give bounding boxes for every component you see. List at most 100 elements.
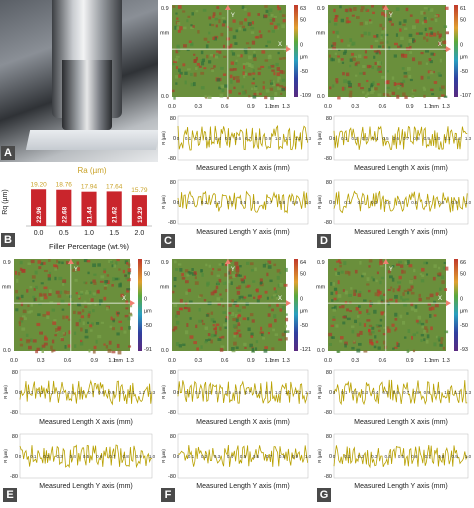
map-speckle	[431, 70, 435, 74]
map-unit-label: mm	[316, 284, 326, 290]
map-speckle	[118, 320, 122, 323]
map-speckle	[440, 275, 445, 280]
map-speckle	[186, 323, 189, 327]
bar-chart: Ra (µm)Rq (µm)22.9619.200.022.6818.760.5…	[2, 166, 152, 251]
map-speckle	[435, 292, 439, 296]
map-speckle	[224, 326, 227, 329]
map-speckle	[281, 306, 285, 310]
map-speckle	[349, 64, 352, 68]
map-speckle	[368, 265, 371, 268]
map-speckle	[386, 70, 389, 73]
scale-min: -91	[144, 347, 152, 353]
map-speckle	[97, 289, 100, 294]
map-speckle	[208, 31, 211, 35]
map-speckle	[38, 302, 42, 306]
profile-y-tick: 0	[329, 454, 332, 460]
map-speckle	[32, 295, 36, 299]
map-speckle	[233, 341, 237, 346]
map-speckle	[335, 324, 339, 328]
map-speckle	[234, 261, 239, 266]
map-speckle	[423, 88, 427, 91]
map-speckle	[116, 343, 120, 348]
profile-y-tick: -80	[168, 156, 176, 162]
map-speckle	[89, 324, 93, 328]
map-speckle	[87, 303, 92, 306]
map-speckle	[235, 318, 239, 323]
map-speckle	[249, 63, 252, 67]
map-speckle	[409, 14, 413, 17]
map-speckle	[243, 275, 247, 280]
map-speckle	[226, 96, 229, 100]
map-speckle	[438, 41, 441, 46]
map-speckle	[32, 279, 35, 283]
x-tick-label: 0.3	[194, 358, 202, 364]
map-speckle	[247, 12, 251, 17]
map-speckle	[221, 23, 226, 27]
map-speckle	[379, 264, 384, 267]
map-speckle	[184, 71, 188, 75]
profile-x-tick: 1.2	[455, 390, 462, 395]
x-tick-label: 0.9	[247, 104, 255, 110]
profile-y-tick: 0	[173, 136, 176, 142]
map-speckle	[269, 87, 274, 91]
map-speckle	[241, 279, 245, 284]
scale-max: 66	[460, 260, 466, 266]
map-speckle	[184, 280, 189, 284]
map-speckle	[423, 7, 428, 10]
profile-x-tick: 0.9	[451, 454, 458, 459]
map-speckle	[385, 40, 389, 44]
profile-y-tick: 80	[170, 434, 176, 440]
map-speckle	[398, 21, 402, 26]
map-speckle	[413, 275, 417, 280]
map-speckle	[232, 274, 237, 278]
map-speckle	[267, 55, 272, 59]
map-speckle	[445, 31, 450, 35]
profile-y-title: R (µm)	[317, 131, 322, 145]
map-speckle	[37, 260, 42, 264]
map-speckle	[270, 14, 274, 17]
map-speckle	[120, 293, 124, 298]
bar-value-label: 19.29	[137, 206, 144, 223]
map-speckle	[282, 19, 286, 23]
profile-x-tick: 0.3	[362, 136, 369, 141]
map-speckle	[279, 271, 282, 275]
map-speckle	[351, 329, 355, 334]
map-speckle	[214, 55, 219, 59]
profile-x-tick: 0.6	[235, 136, 242, 141]
bar	[31, 189, 47, 226]
map-speckle	[440, 337, 444, 341]
profile-x-tick: 0.3	[205, 136, 212, 141]
map-speckle	[237, 309, 242, 312]
panel-label-e: E	[3, 488, 17, 502]
sample-plate	[25, 130, 158, 150]
map-speckle	[392, 347, 395, 350]
map-speckle	[176, 46, 180, 50]
map-speckle	[382, 45, 385, 49]
map-speckle	[383, 27, 387, 31]
map-speckle	[395, 327, 398, 331]
map-speckle	[83, 300, 87, 303]
map-speckle	[202, 58, 206, 62]
map-speckle	[174, 25, 178, 30]
map-speckle	[353, 289, 356, 293]
map-speckle	[388, 19, 392, 23]
map-speckle	[401, 83, 404, 88]
map-speckle	[113, 264, 117, 268]
color-scale-bar	[294, 5, 298, 97]
map-speckle	[394, 42, 398, 46]
map-speckle	[216, 6, 220, 9]
map-speckle	[262, 263, 266, 268]
map-speckle	[127, 316, 131, 321]
map-speckle	[387, 288, 391, 292]
map-speckle	[443, 261, 446, 264]
profile-y-tick: -80	[168, 410, 176, 416]
map-speckle	[212, 36, 215, 40]
map-speckle	[275, 296, 280, 300]
map-speckle	[250, 26, 255, 30]
map-speckle	[214, 330, 218, 335]
map-speckle	[238, 92, 241, 95]
map-speckle	[270, 96, 275, 100]
map-speckle	[177, 21, 181, 26]
map-speckle	[61, 308, 65, 311]
